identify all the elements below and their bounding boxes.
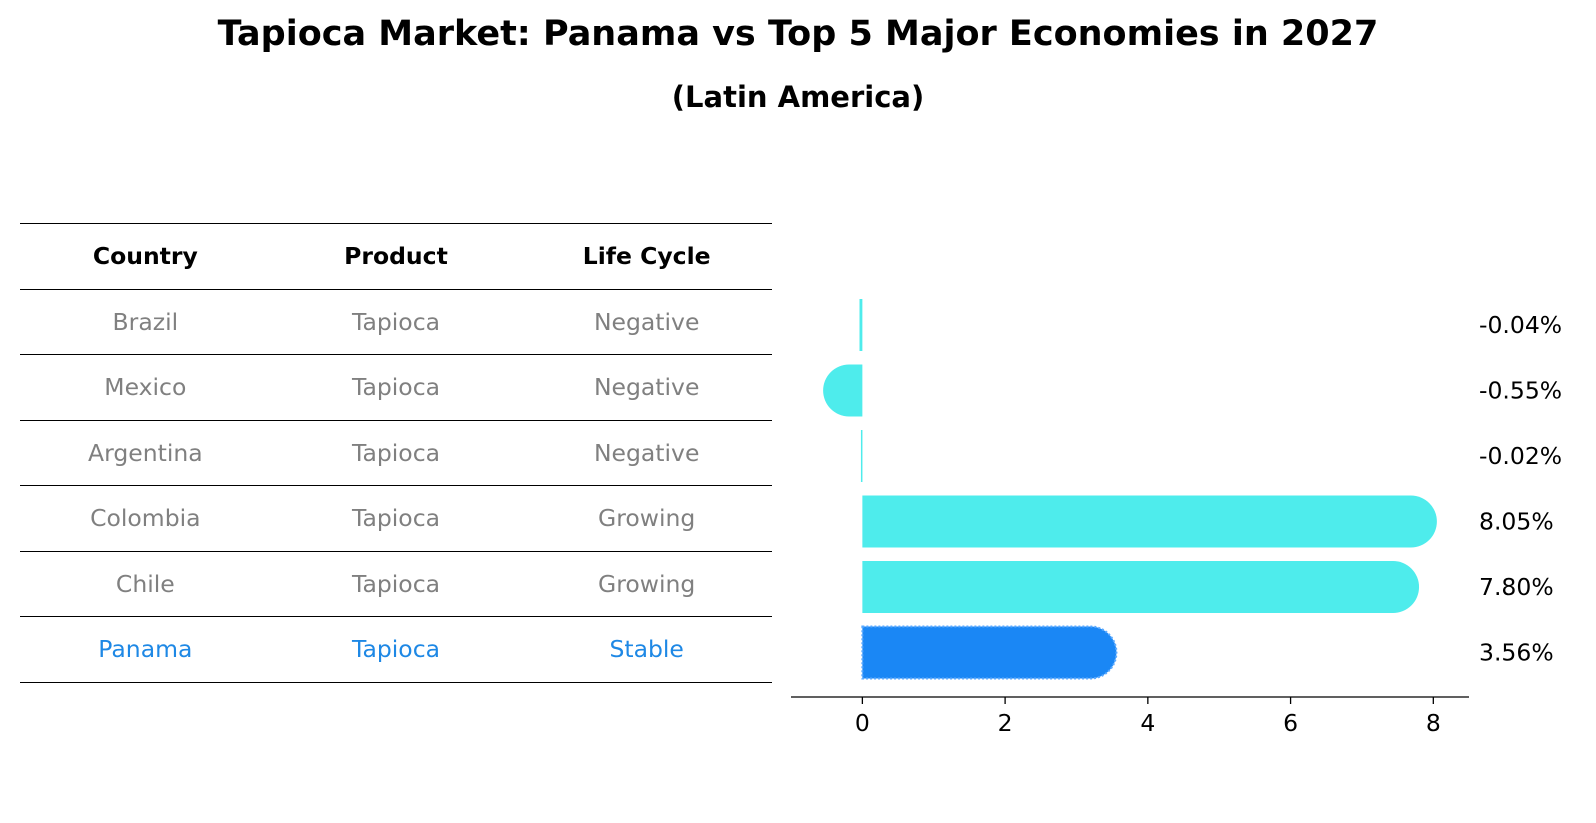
cell-country: Panama	[98, 635, 193, 664]
table-row: Colombia Tapioca Growing	[20, 486, 772, 552]
x-tick-label: 8	[1426, 709, 1441, 737]
cell-product: Tapioca	[352, 635, 441, 664]
cell-country: Mexico	[104, 373, 187, 402]
cell-product: Tapioca	[352, 569, 441, 598]
bar-argentina	[860, 430, 863, 482]
cell-life-cycle: Negative	[593, 307, 700, 336]
table-header-row: Country Product Life Cycle	[20, 224, 772, 290]
header-life-cycle: Life Cycle	[582, 242, 711, 271]
data-table: Country Product Life Cycle Brazil Tapioc…	[20, 223, 772, 683]
cell-country: Colombia	[90, 504, 201, 533]
bar-mexico	[823, 364, 863, 417]
table-row: Argentina Tapioca Negative	[20, 421, 772, 486]
table-row: Mexico Tapioca Negative	[20, 355, 772, 421]
header-product: Product	[344, 242, 448, 271]
bar-colombia	[862, 495, 1437, 548]
cell-product: Tapioca	[352, 373, 441, 402]
value-label: 8.05%	[1479, 508, 1554, 536]
bar-chile	[862, 561, 1420, 613]
cell-life-cycle: Growing	[598, 504, 696, 533]
x-tick-label: 4	[1140, 709, 1155, 737]
cell-product: Tapioca	[352, 504, 441, 533]
bar-brazil	[859, 299, 863, 351]
cell-product: Tapioca	[352, 307, 441, 336]
value-label: 3.56%	[1479, 639, 1554, 667]
cell-country: Argentina	[88, 438, 203, 467]
table-row: Brazil Tapioca Negative	[20, 290, 772, 355]
cell-life-cycle: Growing	[598, 569, 696, 598]
cell-country: Chile	[115, 569, 175, 598]
value-label: 7.80%	[1479, 573, 1554, 601]
value-label: -0.55%	[1479, 377, 1562, 405]
x-tick-label: 0	[855, 709, 870, 737]
x-tick-label: 2	[998, 709, 1013, 737]
cell-life-cycle: Stable	[609, 635, 684, 664]
cell-life-cycle: Negative	[593, 438, 700, 467]
x-tick-label: 6	[1283, 709, 1298, 737]
table-row: Chile Tapioca Growing	[20, 552, 772, 617]
header-country: Country	[92, 242, 198, 271]
value-label: -0.02%	[1479, 442, 1562, 470]
table-row-highlighted: Panama Tapioca Stable	[20, 617, 772, 683]
chart-subtitle: (Latin America)	[671, 80, 925, 114]
chart-title: Tapioca Market: Panama vs Top 5 Major Ec…	[217, 14, 1379, 54]
cell-country: Brazil	[112, 307, 179, 336]
cell-product: Tapioca	[352, 438, 441, 467]
value-label: -0.04%	[1479, 311, 1562, 339]
bar-panama	[861, 625, 1118, 680]
cell-life-cycle: Negative	[593, 373, 700, 402]
